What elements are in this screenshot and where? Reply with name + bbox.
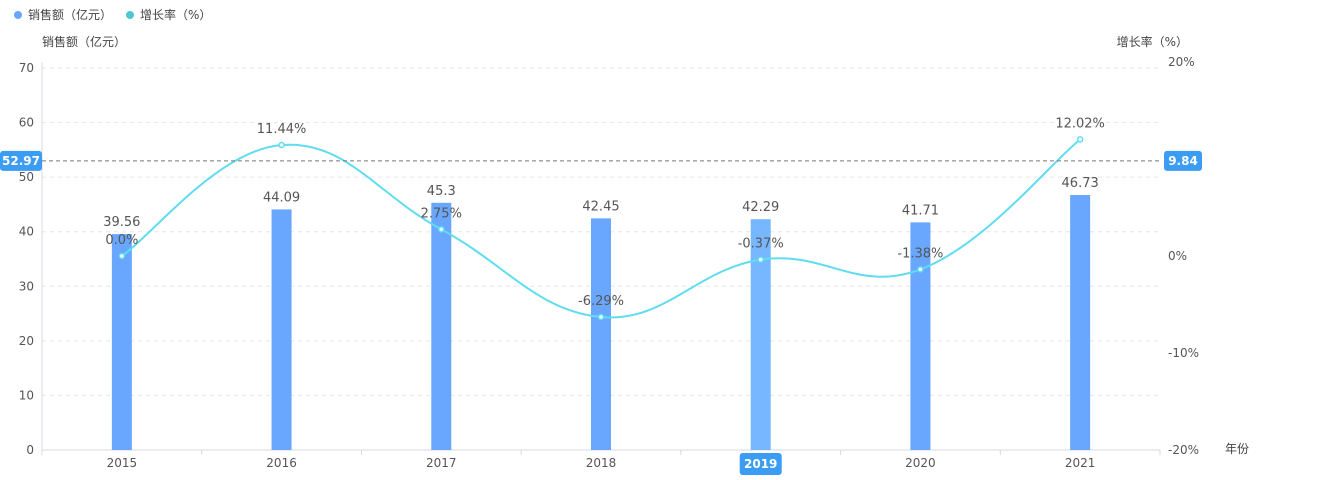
right-pointer-badge	[1164, 150, 1202, 171]
growth-point-2017	[438, 226, 445, 233]
x-tick-label: 2018	[586, 456, 617, 470]
legend-item-sales[interactable]: 销售额（亿元）	[14, 6, 112, 23]
bar-2015	[111, 234, 132, 450]
growth-point-2019	[757, 256, 764, 263]
growth-value-label: 0.0%	[105, 233, 138, 248]
bar-2019	[750, 219, 771, 450]
growth-value-label: 2.75%	[421, 206, 462, 221]
x-tick-label: 2016	[266, 456, 297, 470]
right-tick-label: 20%	[1168, 55, 1195, 69]
growth-value-label: 11.44%	[257, 122, 307, 137]
left-tick-label: 40	[19, 225, 34, 239]
bar-value-label: 44.09	[263, 190, 300, 205]
left-tick-label: 0	[26, 443, 34, 457]
left-tick-label: 50	[19, 170, 34, 184]
bar-2021	[1070, 194, 1091, 450]
bar-value-label: 39.56	[103, 215, 140, 230]
x-axis-title: 年份	[1225, 442, 1249, 456]
legend-item-growth[interactable]: 增长率（%）	[126, 6, 211, 23]
bar-2016	[271, 209, 292, 450]
growth-point-2020	[917, 266, 924, 273]
x-tick-label: 2020	[905, 456, 936, 470]
bar-2020	[910, 222, 931, 450]
bar-value-label: 42.29	[742, 200, 779, 215]
growth-value-label: -6.29%	[578, 294, 624, 309]
x-pointer-badge	[739, 453, 782, 475]
legend-dot-sales-icon	[14, 10, 22, 19]
left-tick-label: 30	[19, 279, 34, 293]
left-tick-label: 20	[19, 334, 34, 348]
left-tick-label: 60	[19, 116, 34, 130]
left-pointer-badge	[0, 150, 42, 171]
growth-value-label: -1.38%	[897, 246, 943, 261]
growth-value-label: 12.02%	[1055, 116, 1105, 131]
bar-value-label: 42.45	[582, 199, 619, 214]
legend-dot-growth-icon	[126, 10, 135, 19]
x-pointer-label: 2019	[744, 457, 777, 471]
x-tick-label: 2021	[1065, 456, 1096, 470]
growth-point-2015	[118, 252, 126, 260]
left-tick-label: 70	[19, 61, 34, 75]
legend-label-growth: 增长率（%）	[140, 8, 212, 22]
bar-value-label: 46.73	[1062, 176, 1099, 191]
legend: 销售额（亿元） 增长率（%）	[14, 6, 211, 23]
bar-value-label: 45.3	[427, 184, 456, 199]
bar-2017	[431, 202, 452, 450]
right-tick-label: -10%	[1168, 346, 1199, 360]
left-tick-label: 10	[19, 388, 34, 402]
right-tick-label: -20%	[1168, 443, 1199, 457]
bar-2018	[591, 218, 611, 450]
growth-point-2016	[278, 141, 285, 149]
x-tick-label: 2017	[426, 456, 457, 470]
right-axis-title: 增长率（%）	[1117, 34, 1188, 49]
right-tick-label: 0%	[1168, 249, 1187, 263]
legend-label-sales: 销售额（亿元）	[28, 8, 113, 22]
right-pointer-label: 9.84	[1168, 154, 1198, 168]
left-pointer-label: 52.97	[2, 154, 40, 168]
growth-point-2018	[597, 313, 605, 321]
x-tick-label: 2015	[107, 456, 138, 470]
left-axis-title: 销售额（亿元）	[42, 34, 126, 49]
growth-point-2021	[1076, 136, 1084, 143]
bar-value-label: 41.71	[902, 203, 939, 218]
growth-value-label: -0.37%	[738, 237, 784, 252]
